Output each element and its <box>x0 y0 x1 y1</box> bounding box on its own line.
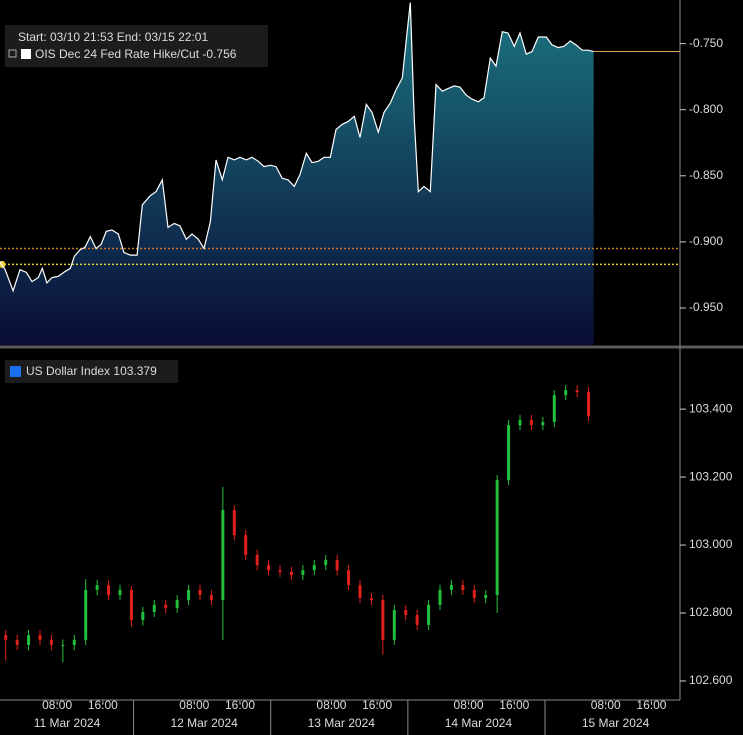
y-tick-label: -0.800 <box>689 102 723 116</box>
candle-body <box>289 571 293 575</box>
candle-body <box>141 611 145 621</box>
y-tick-label: 102.800 <box>689 605 733 619</box>
candle-body <box>392 609 396 640</box>
candle-body <box>427 604 431 625</box>
legend-name: OIS Dec 24 Fed Rate Hike/Cut <box>35 47 200 61</box>
candle-body <box>38 635 42 640</box>
candle-body <box>369 598 373 601</box>
x-tick-label: 08:00 <box>42 698 72 712</box>
y-tick-label: -0.750 <box>689 36 723 50</box>
date-label: 11 Mar 2024 <box>34 716 101 730</box>
x-tick-label: 16:00 <box>88 698 118 712</box>
date-label: 15 Mar 2024 <box>582 716 650 730</box>
candle-body <box>61 644 65 646</box>
legend-entry: OIS Dec 24 Fed Rate Hike/Cut -0.756 <box>35 47 237 61</box>
candle-body <box>312 565 316 571</box>
x-tick-label: 16:00 <box>636 698 666 712</box>
x-tick-label: 08:00 <box>179 698 209 712</box>
candle-body <box>495 480 499 595</box>
candle-body <box>49 639 53 645</box>
candle-body <box>175 600 179 608</box>
x-tick-label: 16:00 <box>362 698 392 712</box>
candle-body <box>507 425 511 481</box>
legend-box <box>5 360 178 383</box>
legend-subtitle: Start: 03/10 21:53 End: 03/15 22:01 <box>18 30 208 44</box>
y-tick-label: 103.400 <box>689 401 733 415</box>
candle-body <box>27 635 31 645</box>
legend-value: 103.379 <box>113 364 157 378</box>
candle-body <box>129 589 133 621</box>
candle-body <box>472 589 476 599</box>
legend-swatch <box>10 366 21 377</box>
date-label: 13 Mar 2024 <box>308 716 376 730</box>
candle-body <box>152 604 156 612</box>
bottom-legend: US Dollar Index 103.379 <box>5 360 178 383</box>
legend-swatch <box>21 49 31 59</box>
candle-body <box>232 510 236 536</box>
candle-body <box>164 604 168 608</box>
candle-body <box>244 535 248 555</box>
candle-body <box>358 585 362 599</box>
candle-body <box>541 422 545 426</box>
candle-body <box>347 570 351 586</box>
x-tick-label: 08:00 <box>316 698 346 712</box>
candle-body <box>529 420 533 426</box>
candle-body <box>221 510 225 601</box>
expand-icon[interactable] <box>8 49 17 58</box>
candle-body <box>84 589 88 640</box>
area <box>0 2 594 345</box>
y-tick-label: -0.950 <box>689 300 723 314</box>
y-tick-label: 103.000 <box>689 537 733 551</box>
candle-body <box>324 560 328 566</box>
candle-body <box>4 635 8 640</box>
legend-name: US Dollar Index <box>26 364 110 378</box>
legend-value: -0.756 <box>202 47 236 61</box>
y-tick-label: -0.900 <box>689 234 723 248</box>
candle-body <box>381 600 385 640</box>
y-tick-label: -0.850 <box>689 168 723 182</box>
candle-body <box>335 560 339 571</box>
date-label: 14 Mar 2024 <box>445 716 513 730</box>
top-legend: Start: 03/10 21:53 End: 03/15 22:01 OIS … <box>5 25 268 67</box>
candle-body <box>518 420 522 426</box>
candle-body <box>118 589 122 595</box>
candle-body <box>267 565 271 571</box>
candle-body <box>484 595 488 599</box>
candle-body <box>198 589 202 595</box>
legend-entry: US Dollar Index 103.379 <box>26 364 157 378</box>
legend-box <box>5 25 268 67</box>
date-label: 12 Mar 2024 <box>170 716 238 730</box>
y-tick-label: 103.200 <box>689 469 733 483</box>
candle-body <box>107 585 111 595</box>
candle-body <box>438 589 442 605</box>
candle-body <box>415 615 419 625</box>
x-tick-label: 16:00 <box>225 698 255 712</box>
candle-body <box>575 390 579 393</box>
candle-body <box>587 392 591 417</box>
x-tick-label: 08:00 <box>591 698 621 712</box>
candle-body <box>95 585 99 590</box>
candle-body <box>278 570 282 572</box>
line <box>0 2 594 293</box>
candle-body <box>564 390 568 396</box>
candle-body <box>187 589 191 601</box>
candle-body <box>255 554 259 566</box>
candle-body <box>15 639 19 645</box>
y-tick-label: 102.600 <box>689 673 733 687</box>
candle-body <box>209 595 213 601</box>
candle-body <box>404 609 408 616</box>
reference-marker <box>0 260 6 268</box>
candle-body <box>552 395 556 423</box>
x-tick-label: 16:00 <box>499 698 529 712</box>
candle-body <box>461 585 465 590</box>
candle-body <box>449 585 453 590</box>
x-tick-label: 08:00 <box>454 698 484 712</box>
candle-body <box>301 570 305 575</box>
candle-body <box>72 639 76 645</box>
